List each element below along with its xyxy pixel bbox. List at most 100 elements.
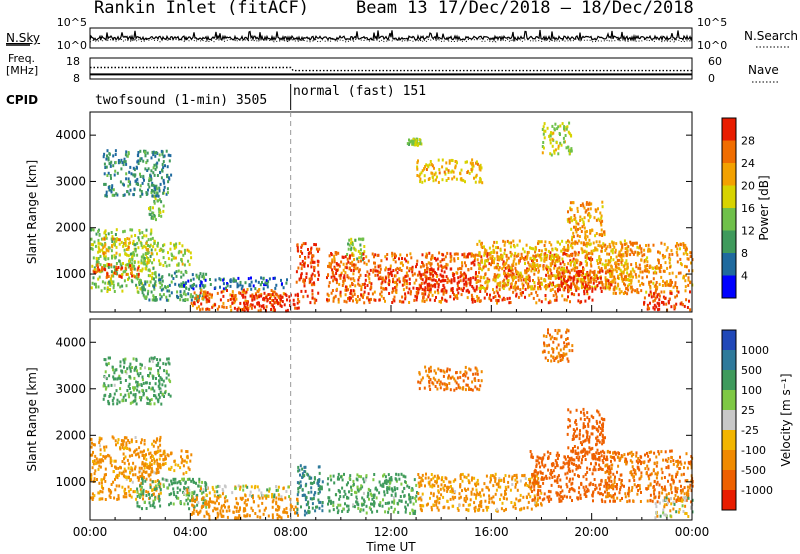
velocity-echo-pixel xyxy=(132,386,135,390)
power-echo-pixel xyxy=(149,208,152,212)
power-echo-pixel xyxy=(662,269,665,273)
power-echo-pixel xyxy=(391,301,394,304)
power-echo-pixel xyxy=(238,291,241,295)
power-echo-pixel xyxy=(453,279,456,283)
power-echo-pixel xyxy=(206,307,209,311)
power-echo-pixel xyxy=(370,286,373,290)
power-echo-pixel xyxy=(645,268,648,271)
power-echo-pixel xyxy=(301,251,304,255)
power-echo-pixel xyxy=(618,287,621,291)
power-echo-pixel xyxy=(130,271,133,275)
velocity-echo-pixel xyxy=(103,445,106,449)
power-echo-pixel xyxy=(612,291,615,295)
power-echo-pixel xyxy=(258,304,261,308)
power-echo-pixel xyxy=(599,258,602,262)
power-echo-pixel xyxy=(442,274,444,278)
velocity-echo-pixel xyxy=(124,469,127,473)
power-echo-pixel xyxy=(614,261,617,265)
velocity-echo-pixel xyxy=(117,497,120,501)
power-echo-pixel xyxy=(471,167,474,171)
velocity-echo-pixel xyxy=(108,374,111,378)
power-echo-pixel xyxy=(566,249,569,252)
power-echo-pixel xyxy=(111,235,114,239)
velocity-echo-pixel xyxy=(238,508,241,512)
velocity-echo-pixel xyxy=(283,508,286,512)
velocity-echo-pixel xyxy=(128,395,131,399)
velocity-echo-pixel xyxy=(133,376,136,380)
power-echo-pixel xyxy=(440,274,443,278)
power-echo-pixel xyxy=(598,281,601,285)
power-echo-pixel xyxy=(380,282,383,286)
velocity-echo-pixel xyxy=(168,503,171,507)
power-echo-pixel xyxy=(582,277,584,281)
power-echo-pixel xyxy=(553,151,556,155)
power-echo-pixel xyxy=(652,306,655,310)
power-echo-pixel xyxy=(436,280,439,284)
power-echo-pixel xyxy=(433,166,435,170)
power-echo-pixel xyxy=(383,278,386,282)
power-echo-pixel xyxy=(608,287,611,291)
power-echo-pixel xyxy=(180,270,183,274)
power-echo-pixel xyxy=(187,279,190,283)
velocity-echo-pixel xyxy=(153,461,156,465)
power-echo-pixel xyxy=(572,257,575,261)
power-echo-pixel xyxy=(589,242,592,246)
power-echo-pixel xyxy=(374,253,377,257)
power-echo-pixel xyxy=(412,286,415,290)
velocity-echo-pixel xyxy=(117,466,120,470)
power-echo-pixel xyxy=(577,239,580,243)
power-echo-pixel xyxy=(130,234,133,238)
power-echo-pixel xyxy=(652,243,655,247)
power-echo-pixel xyxy=(307,264,309,268)
velocity-echo-pixel xyxy=(171,482,173,486)
power-echo-pixel xyxy=(93,240,96,244)
velocity-echo-pixel xyxy=(179,466,182,470)
power-echo-pixel xyxy=(435,258,438,262)
power-echo-pixel xyxy=(458,267,461,270)
power-echo-pixel xyxy=(153,191,156,195)
power-echo-pixel xyxy=(262,306,265,310)
power-echo-pixel xyxy=(334,277,337,281)
power-echo-pixel xyxy=(93,271,96,274)
power-echo-pixel xyxy=(615,270,618,274)
power-echo-pixel xyxy=(425,168,428,171)
power-echo-pixel xyxy=(437,264,440,268)
power-echo-pixel xyxy=(583,226,586,230)
power-echo-pixel xyxy=(419,265,422,269)
velocity-echo-pixel xyxy=(128,454,131,458)
velocity-echo-pixel xyxy=(104,376,107,379)
velocity-echo-pixel xyxy=(132,357,135,361)
power-echo-pixel xyxy=(152,189,155,193)
power-echo-pixel xyxy=(522,247,525,251)
velocity-echo-pixel xyxy=(103,384,106,388)
power-echo-pixel xyxy=(492,288,494,292)
velocity-echo-pixel xyxy=(150,463,153,467)
velocity-echo-pixel xyxy=(140,466,143,470)
power-echo-pixel xyxy=(152,295,155,299)
power-echo-pixel xyxy=(368,280,371,284)
power-echo-pixel xyxy=(281,282,283,286)
velocity-echo-pixel xyxy=(124,398,127,402)
power-echo-pixel xyxy=(498,284,501,288)
power-echo-pixel xyxy=(161,279,164,283)
power-echo-pixel xyxy=(533,281,536,284)
velocity-echo-pixel xyxy=(164,391,167,395)
power-echo-pixel xyxy=(142,234,145,238)
power-echo-pixel xyxy=(644,266,647,270)
power-echo-pixel xyxy=(584,230,587,234)
velocity-echo-pixel xyxy=(208,500,210,504)
power-echo-pixel xyxy=(539,281,542,285)
power-echo-pixel xyxy=(173,256,175,260)
power-echo-pixel xyxy=(654,266,657,270)
power-echo-pixel xyxy=(104,251,107,255)
velocity-echo-pixel xyxy=(300,505,302,509)
power-echo-pixel xyxy=(462,286,465,290)
power-echo-pixel xyxy=(430,163,433,166)
power-echo-pixel xyxy=(509,245,512,249)
power-echo-pixel xyxy=(574,228,577,232)
power-echo-pixel xyxy=(580,300,583,304)
power-echo-pixel xyxy=(653,307,656,311)
power-echo-pixel xyxy=(165,298,168,302)
velocity-echo-pixel xyxy=(124,487,127,491)
power-echo-pixel xyxy=(358,237,360,241)
